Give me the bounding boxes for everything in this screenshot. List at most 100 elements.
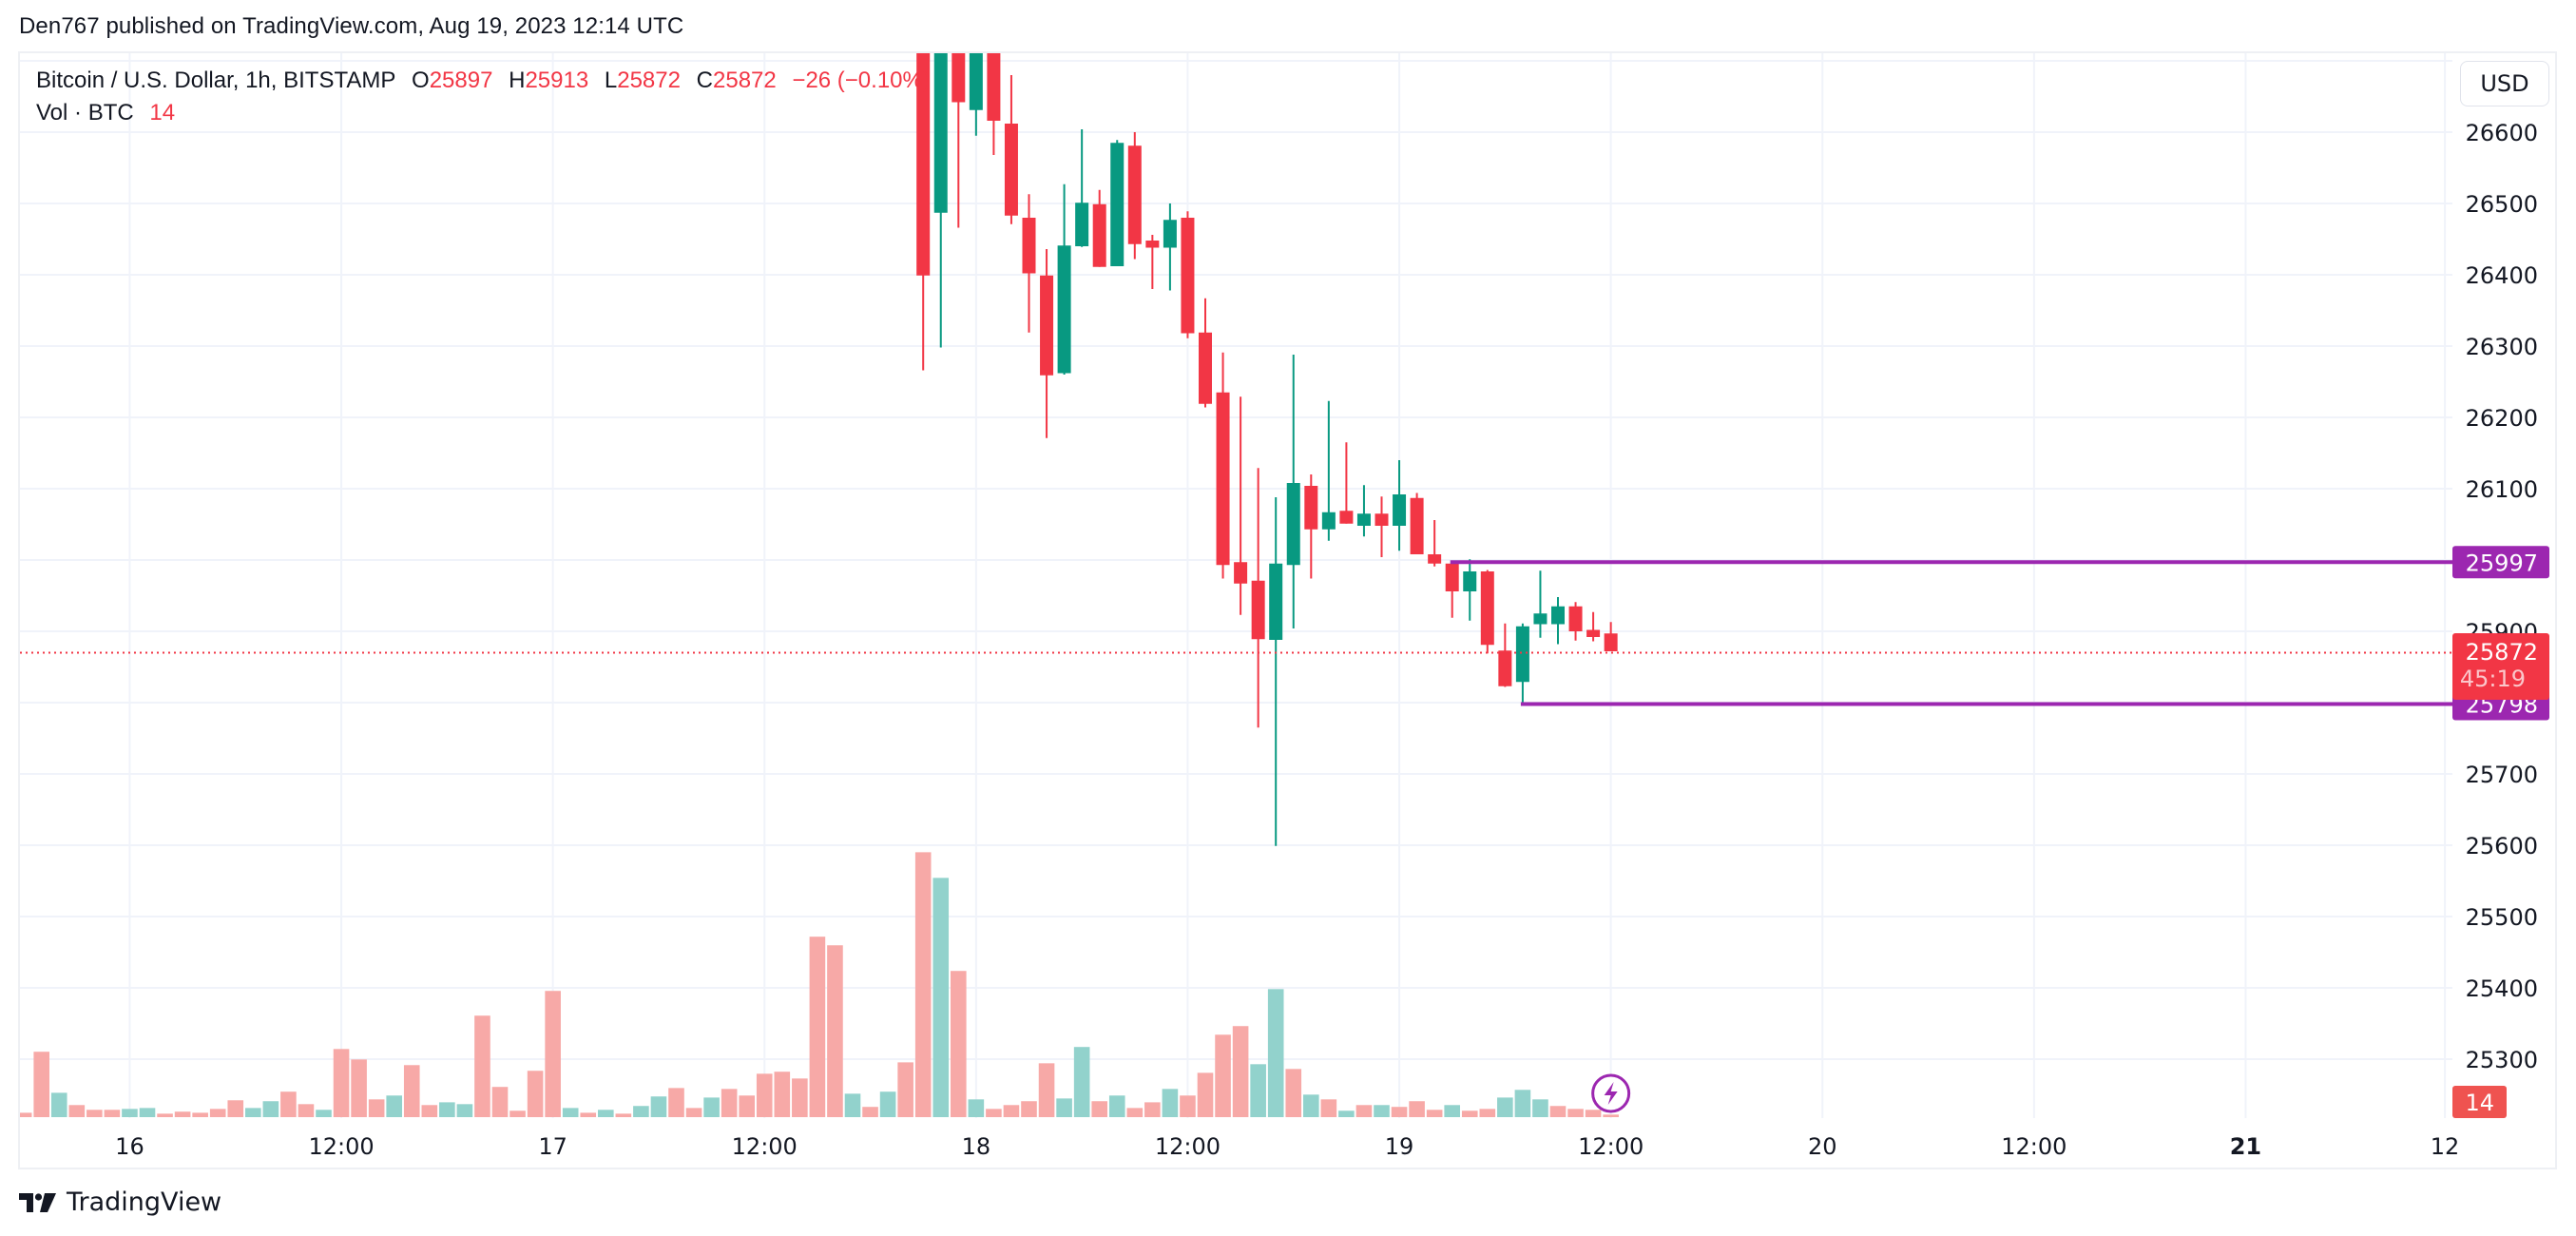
volume-bar	[827, 945, 843, 1117]
candle[interactable]	[1480, 571, 1494, 646]
volume-bar	[474, 1015, 490, 1117]
open-value: 25897	[429, 68, 493, 93]
volume-bar	[598, 1110, 614, 1117]
last-price-text: 25872	[2466, 639, 2538, 666]
time-tick-label: 17	[538, 1133, 567, 1160]
volume-bar	[316, 1110, 332, 1117]
candle[interactable]	[1181, 218, 1195, 334]
candle[interactable]	[1145, 241, 1160, 248]
volume-bar	[1497, 1097, 1513, 1117]
volume-bar	[1144, 1102, 1161, 1117]
price-axis[interactable]: 2660026500264002630026200261002590025700…	[2452, 120, 2549, 1118]
volume-title[interactable]: Vol · BTC	[36, 100, 134, 126]
candle[interactable]	[1375, 513, 1389, 526]
volume-bar	[1303, 1094, 1319, 1117]
tradingview-footer[interactable]: TradingView	[19, 1188, 221, 1217]
volume-bar	[703, 1097, 720, 1117]
symbol-title[interactable]: Bitcoin / U.S. Dollar, 1h, BITSTAMP	[36, 68, 396, 93]
chart-panel[interactable]: 26600 26500 26400 26300 26200 26100 25900 25700…	[18, 51, 2557, 1169]
candle[interactable]	[1445, 563, 1459, 591]
candle[interactable]	[1356, 513, 1371, 526]
lightning-icon[interactable]	[1591, 1073, 1631, 1113]
volume-bar	[1461, 1110, 1478, 1117]
candle[interactable]	[1057, 245, 1071, 374]
volume-bar	[509, 1110, 526, 1117]
candle[interactable]	[1286, 483, 1300, 566]
candle[interactable]	[933, 53, 948, 213]
volume-bar	[104, 1110, 121, 1117]
time-tick-label: 12:00	[308, 1133, 374, 1160]
time-tick-label: 12:00	[1155, 1133, 1221, 1160]
candle[interactable]	[1251, 580, 1265, 640]
volume-bar	[1514, 1090, 1531, 1117]
volume-bar	[1338, 1110, 1355, 1117]
volume-bar	[1585, 1110, 1602, 1117]
volume-bar	[932, 878, 950, 1117]
candle[interactable]	[1092, 203, 1106, 267]
candle[interactable]	[1269, 563, 1283, 640]
candle[interactable]	[1586, 629, 1601, 638]
candle[interactable]	[1321, 512, 1336, 530]
candle[interactable]	[1163, 220, 1177, 248]
time-tick-label: 19	[1385, 1133, 1414, 1160]
open-label: O	[412, 68, 430, 93]
time-tick-label: 20	[1808, 1133, 1837, 1160]
candle[interactable]	[1127, 145, 1142, 244]
grid	[20, 53, 2452, 1118]
currency-button[interactable]: USD	[2460, 61, 2549, 106]
high-label: H	[509, 68, 526, 93]
candle[interactable]	[1075, 203, 1089, 246]
candle[interactable]	[1216, 392, 1230, 566]
volume-bar	[1197, 1072, 1214, 1117]
candle[interactable]	[1428, 554, 1442, 564]
candle[interactable]	[1515, 626, 1529, 683]
volume-bar	[139, 1108, 156, 1117]
candlestick-chart[interactable]: 2660026500264002630026200261002590025700…	[20, 53, 2557, 1169]
volume-bar	[262, 1101, 279, 1117]
candle[interactable]	[1199, 332, 1212, 404]
time-axis[interactable]: 16 12:00 17 12:00 18 12:00 19 12:00 20 12:00 21 12	[115, 1133, 2459, 1160]
volume-bar	[1126, 1108, 1144, 1117]
price-tick-label: 26600	[2466, 120, 2538, 146]
volume-tag	[2452, 1086, 2507, 1118]
candle[interactable]	[1022, 218, 1036, 274]
candle[interactable]	[987, 53, 1001, 121]
candle[interactable]	[1339, 511, 1354, 524]
volume-bar	[650, 1096, 667, 1117]
candle[interactable]	[1533, 613, 1548, 625]
candle[interactable]	[916, 53, 931, 276]
candle[interactable]	[1393, 494, 1407, 526]
candle[interactable]	[1304, 486, 1318, 530]
volume-bar	[20, 1112, 32, 1117]
candle[interactable]	[1410, 497, 1424, 554]
low-label: L	[604, 68, 618, 93]
volume-bar	[1532, 1099, 1548, 1117]
time-tick-label: 16	[115, 1133, 144, 1160]
volume-bar	[192, 1112, 208, 1117]
candle[interactable]	[952, 53, 966, 103]
volume-bar	[1038, 1063, 1055, 1117]
hline-price-tag-text: 25997	[2466, 550, 2538, 576]
volume-bar	[721, 1089, 738, 1117]
volume-bar	[1444, 1105, 1460, 1117]
candle[interactable]	[969, 53, 983, 110]
volume-bar	[351, 1059, 367, 1117]
price-tick-label: 26400	[2466, 262, 2538, 289]
candle[interactable]	[1040, 275, 1054, 376]
candle[interactable]	[1498, 650, 1512, 686]
candle[interactable]	[1234, 562, 1248, 584]
volume-bar	[1180, 1095, 1196, 1117]
candle[interactable]	[1568, 606, 1583, 631]
time-tick-label: 21	[2230, 1133, 2261, 1160]
volume-bar	[809, 937, 826, 1117]
candle[interactable]	[1004, 124, 1018, 216]
candle[interactable]	[1551, 606, 1565, 625]
volume-bar	[1549, 1106, 1567, 1117]
volume-bar	[968, 1099, 985, 1117]
candle[interactable]	[1463, 571, 1477, 591]
candle[interactable]	[1604, 633, 1618, 651]
volume-bar	[879, 1091, 896, 1117]
volume-bar	[1267, 989, 1284, 1117]
candle[interactable]	[1110, 143, 1125, 266]
volume-bar	[157, 1113, 173, 1117]
